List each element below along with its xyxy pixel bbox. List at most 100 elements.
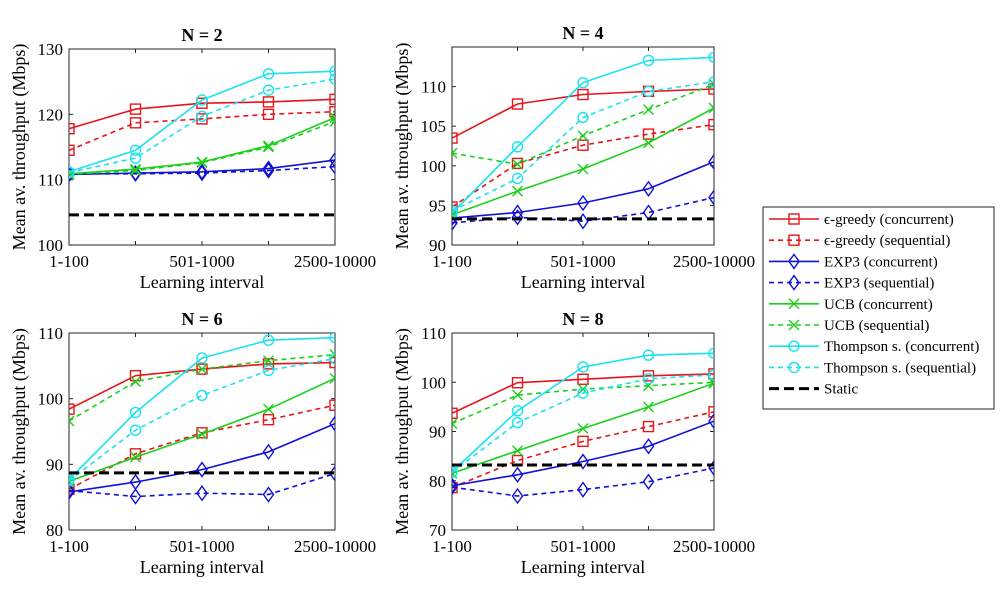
data-point (643, 104, 654, 116)
y-tick-label: 90 (46, 455, 63, 474)
series-line (452, 161, 714, 219)
y-axis-label: Mean av. throughput (Mbps) (392, 43, 413, 250)
data-point (642, 54, 655, 67)
data-point (452, 205, 458, 217)
data-point (577, 373, 589, 385)
data-point (708, 369, 714, 381)
legend-item: Thompson s. (sequential) (769, 360, 976, 376)
data-point (452, 478, 458, 496)
data-point (577, 194, 589, 212)
y-tick-label: 100 (421, 373, 447, 392)
legend-item: EXP3 (concurrent) (769, 253, 938, 270)
data-point (129, 488, 142, 505)
data-point (196, 485, 208, 502)
data-point (263, 355, 274, 367)
data-point (262, 68, 275, 80)
subplot: 80 90 100 110 1-100 501-1000 2500-10000 N = 6 Le… (9, 309, 376, 577)
series-line (69, 70, 335, 173)
legend-marker (788, 298, 800, 310)
data-point (452, 147, 458, 159)
y-tick-label: 100 (38, 236, 64, 255)
data-point (452, 209, 458, 227)
data-point (329, 116, 335, 128)
data-point (69, 403, 75, 415)
series-line (69, 159, 335, 176)
data-point (69, 475, 75, 487)
data-point (329, 112, 335, 124)
data-point (69, 415, 75, 427)
data-point (196, 94, 208, 106)
chart-title: N = 2 (181, 25, 222, 45)
series-line (452, 88, 714, 139)
data-point (69, 123, 75, 135)
x-axis-label: Learning interval (521, 272, 645, 292)
data-point (329, 106, 335, 118)
series-group (69, 65, 335, 217)
data-point (642, 370, 655, 382)
chart-title: N = 8 (562, 309, 603, 329)
data-point (511, 487, 524, 505)
series-line (452, 196, 714, 224)
subplots: 100 110 120 130 1-100 501-1000 2500-10000 N = 2… (9, 23, 755, 577)
subplot: 70 80 90 100 110 1-100 501-1000 2500-10000 N = 8… (392, 309, 755, 577)
y-tick-label: 105 (421, 117, 447, 136)
data-point (129, 448, 142, 460)
series-line (452, 352, 714, 473)
data-point (708, 406, 714, 418)
data-point (708, 347, 714, 359)
x-tick-label: 1-100 (432, 537, 472, 556)
data-point (129, 424, 142, 436)
data-point (129, 152, 142, 164)
legend-marker (788, 319, 800, 331)
data-point (452, 477, 458, 494)
legend-item: ϵ-greedy (concurrent) (769, 212, 954, 228)
data-point (329, 73, 335, 85)
y-axis-label: Mean av. throughput (Mbps) (9, 44, 30, 251)
y-tick-label: 130 (38, 40, 64, 59)
data-point (512, 445, 523, 457)
data-point (262, 443, 275, 461)
data-point (329, 399, 335, 411)
data-point (196, 157, 208, 169)
data-point (262, 364, 275, 377)
data-point (452, 201, 458, 213)
data-point (262, 162, 275, 179)
legend-box (762, 206, 995, 410)
data-point (642, 85, 655, 98)
series-line (69, 120, 335, 176)
data-point (511, 466, 524, 484)
data-point (511, 141, 524, 153)
legend-label: ϵ-greedy (sequential) (824, 233, 950, 249)
data-point (263, 403, 274, 415)
x-tick-label: 501-1000 (169, 252, 234, 271)
data-point (511, 377, 524, 389)
data-point (642, 180, 655, 197)
series-line (69, 78, 335, 174)
legend-item: EXP3 (sequential) (769, 274, 934, 292)
data-point (511, 172, 524, 185)
data-point (577, 361, 589, 373)
legend-item: Static (769, 382, 859, 398)
data-point (196, 363, 208, 375)
y-tick-label: 80 (46, 521, 63, 540)
data-point (130, 451, 141, 463)
data-point (642, 438, 655, 455)
series-group (452, 347, 714, 505)
y-tick-label: 110 (421, 78, 446, 97)
data-point (262, 334, 275, 346)
data-point (708, 153, 714, 171)
data-point (329, 93, 335, 106)
y-tick-label: 70 (429, 521, 446, 540)
series-line (452, 373, 714, 415)
series-line (69, 336, 335, 480)
y-tick-label: 110 (38, 171, 63, 190)
legend-item: UCB (concurrent) (769, 297, 933, 313)
legend-marker (788, 361, 800, 374)
legend-label: UCB (sequential) (824, 318, 929, 334)
x-axis-label: Learning interval (521, 557, 645, 577)
series-line (69, 404, 335, 491)
x-tick-label: 1-100 (49, 252, 89, 271)
data-point (511, 209, 524, 226)
data-point (69, 144, 75, 156)
data-point (577, 163, 589, 175)
